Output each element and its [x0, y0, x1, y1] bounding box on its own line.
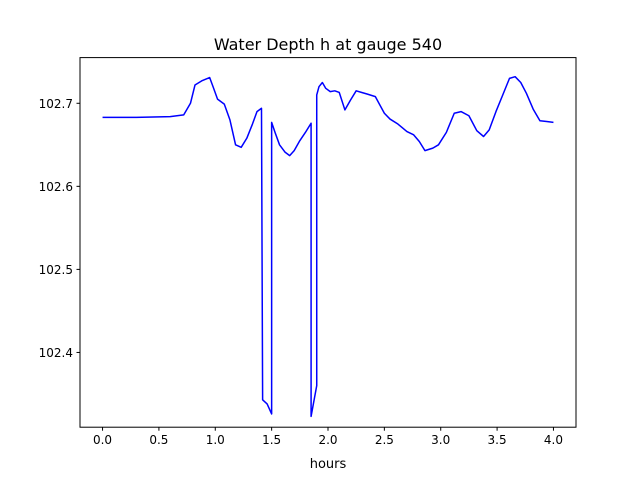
x-tick-label: 0.0 [93, 433, 112, 447]
x-tick-label: 3.0 [431, 433, 450, 447]
x-tick-label: 2.0 [318, 433, 337, 447]
series-line-1 [102, 75, 554, 418]
x-axis-ticks: 0.0 0.5 1.0 1.5 2.0 2.5 3.0 3.5 4.0 [93, 427, 563, 447]
chart-title: Water Depth h at gauge 540 [214, 35, 442, 54]
y-tick-label: 102.4 [39, 346, 73, 360]
x-tick-label: 4.0 [544, 433, 563, 447]
x-tick-label: 0.5 [149, 433, 168, 447]
y-axis-ticks: 102.4 102.5 102.6 102.7 [39, 97, 80, 360]
x-tick-label: 3.5 [488, 433, 507, 447]
y-tick-label: 102.5 [39, 263, 73, 277]
x-tick-label: 1.5 [262, 433, 281, 447]
x-tick-label: 2.5 [375, 433, 394, 447]
axes-frame [79, 57, 577, 428]
x-tick-label: 1.0 [206, 433, 225, 447]
y-tick-label: 102.7 [39, 97, 73, 111]
y-tick-label: 102.6 [39, 180, 73, 194]
plot-area [102, 75, 554, 418]
x-axis-label: hours [310, 457, 347, 472]
